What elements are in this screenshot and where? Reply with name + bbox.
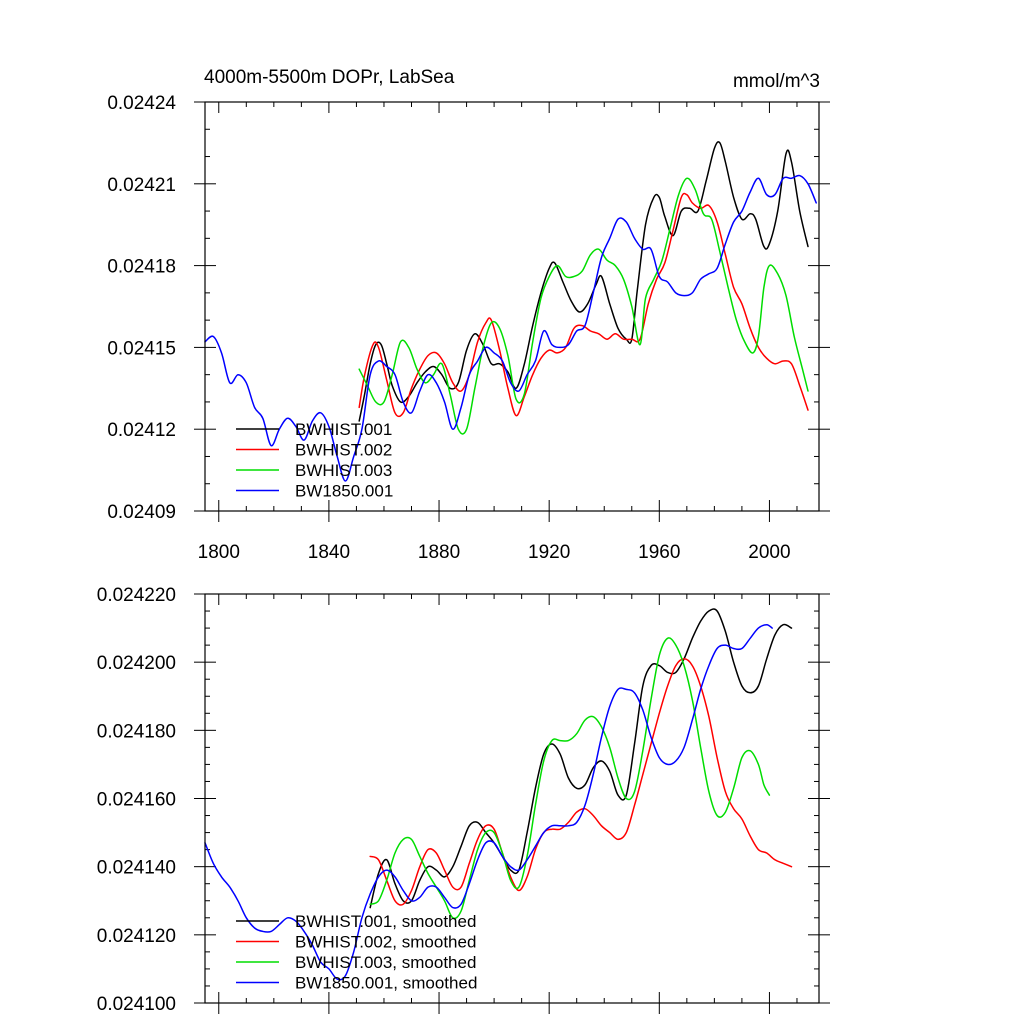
y-tick-label: 0.024220 [97, 585, 176, 606]
series-line-0 [358, 141, 809, 422]
y-tick-label: 0.024180 [97, 721, 176, 742]
series-line-0 [369, 608, 793, 909]
y-tick-label: 0.02418 [107, 257, 176, 278]
top-panel-frame [204, 101, 820, 512]
legend-label: BWHIST.002 [295, 441, 392, 460]
x-tick-label: 1840 [308, 542, 350, 563]
bottom-panel: 0.024100 0.024120 0.024140 0.024160 0.024180… [97, 585, 830, 1015]
y-tick-label: 0.024140 [97, 858, 176, 879]
y-tick-label: 0.02409 [107, 502, 176, 523]
y-tick-label: 0.02412 [107, 420, 176, 441]
legend-label: BWHIST.001 [295, 420, 392, 439]
y-tick-label: 0.02421 [107, 175, 176, 196]
series-line-1 [369, 658, 793, 906]
legend-label: BW1850.001, smoothed [295, 974, 477, 993]
legend-label: BWHIST.002, smoothed [295, 933, 476, 952]
top-panel: 4000m-5500m DOPr, LabSea mmol/m^3 1800 18… [107, 67, 830, 563]
legend-label: BWHIST.001, smoothed [295, 912, 476, 931]
x-tick-label: 1800 [198, 542, 240, 563]
top-panel-title: 4000m-5500m DOPr, LabSea [204, 67, 455, 88]
bottom-panel-legend: BWHIST.001, smoothed BWHIST.002, smoothed… [236, 912, 477, 993]
series-line-3 [204, 623, 773, 981]
bottom-panel-series [204, 608, 793, 981]
legend-label: BWHIST.003, smoothed [295, 953, 476, 972]
x-tick-label: 1920 [528, 542, 570, 563]
series-line-2 [358, 177, 809, 435]
y-tick-label: 0.024160 [97, 790, 176, 811]
x-tick-label: 1880 [418, 542, 460, 563]
series-line-1 [358, 192, 809, 418]
top-panel-ticks: 1800 1840 1880 1920 1960 2000 0.02409 0.02412 0.… [107, 93, 830, 563]
bottom-panel-frame [204, 593, 820, 1004]
x-tick-label: 1960 [638, 542, 680, 563]
legend-label: BW1850.001 [295, 482, 393, 501]
y-tick-label: 0.02424 [107, 93, 176, 114]
y-tick-label: 0.024200 [97, 653, 176, 674]
series-line-3 [204, 174, 817, 482]
x-tick-label: 2000 [748, 542, 790, 563]
top-panel-units: mmol/m^3 [733, 71, 820, 92]
bottom-panel-ticks: 0.024100 0.024120 0.024140 0.024160 0.024180… [97, 585, 830, 1015]
y-tick-label: 0.024120 [97, 926, 176, 947]
y-tick-label: 0.02415 [107, 338, 176, 359]
legend-label: BWHIST.003 [295, 461, 392, 480]
y-tick-label: 0.024100 [97, 994, 176, 1015]
top-panel-series [204, 141, 817, 482]
